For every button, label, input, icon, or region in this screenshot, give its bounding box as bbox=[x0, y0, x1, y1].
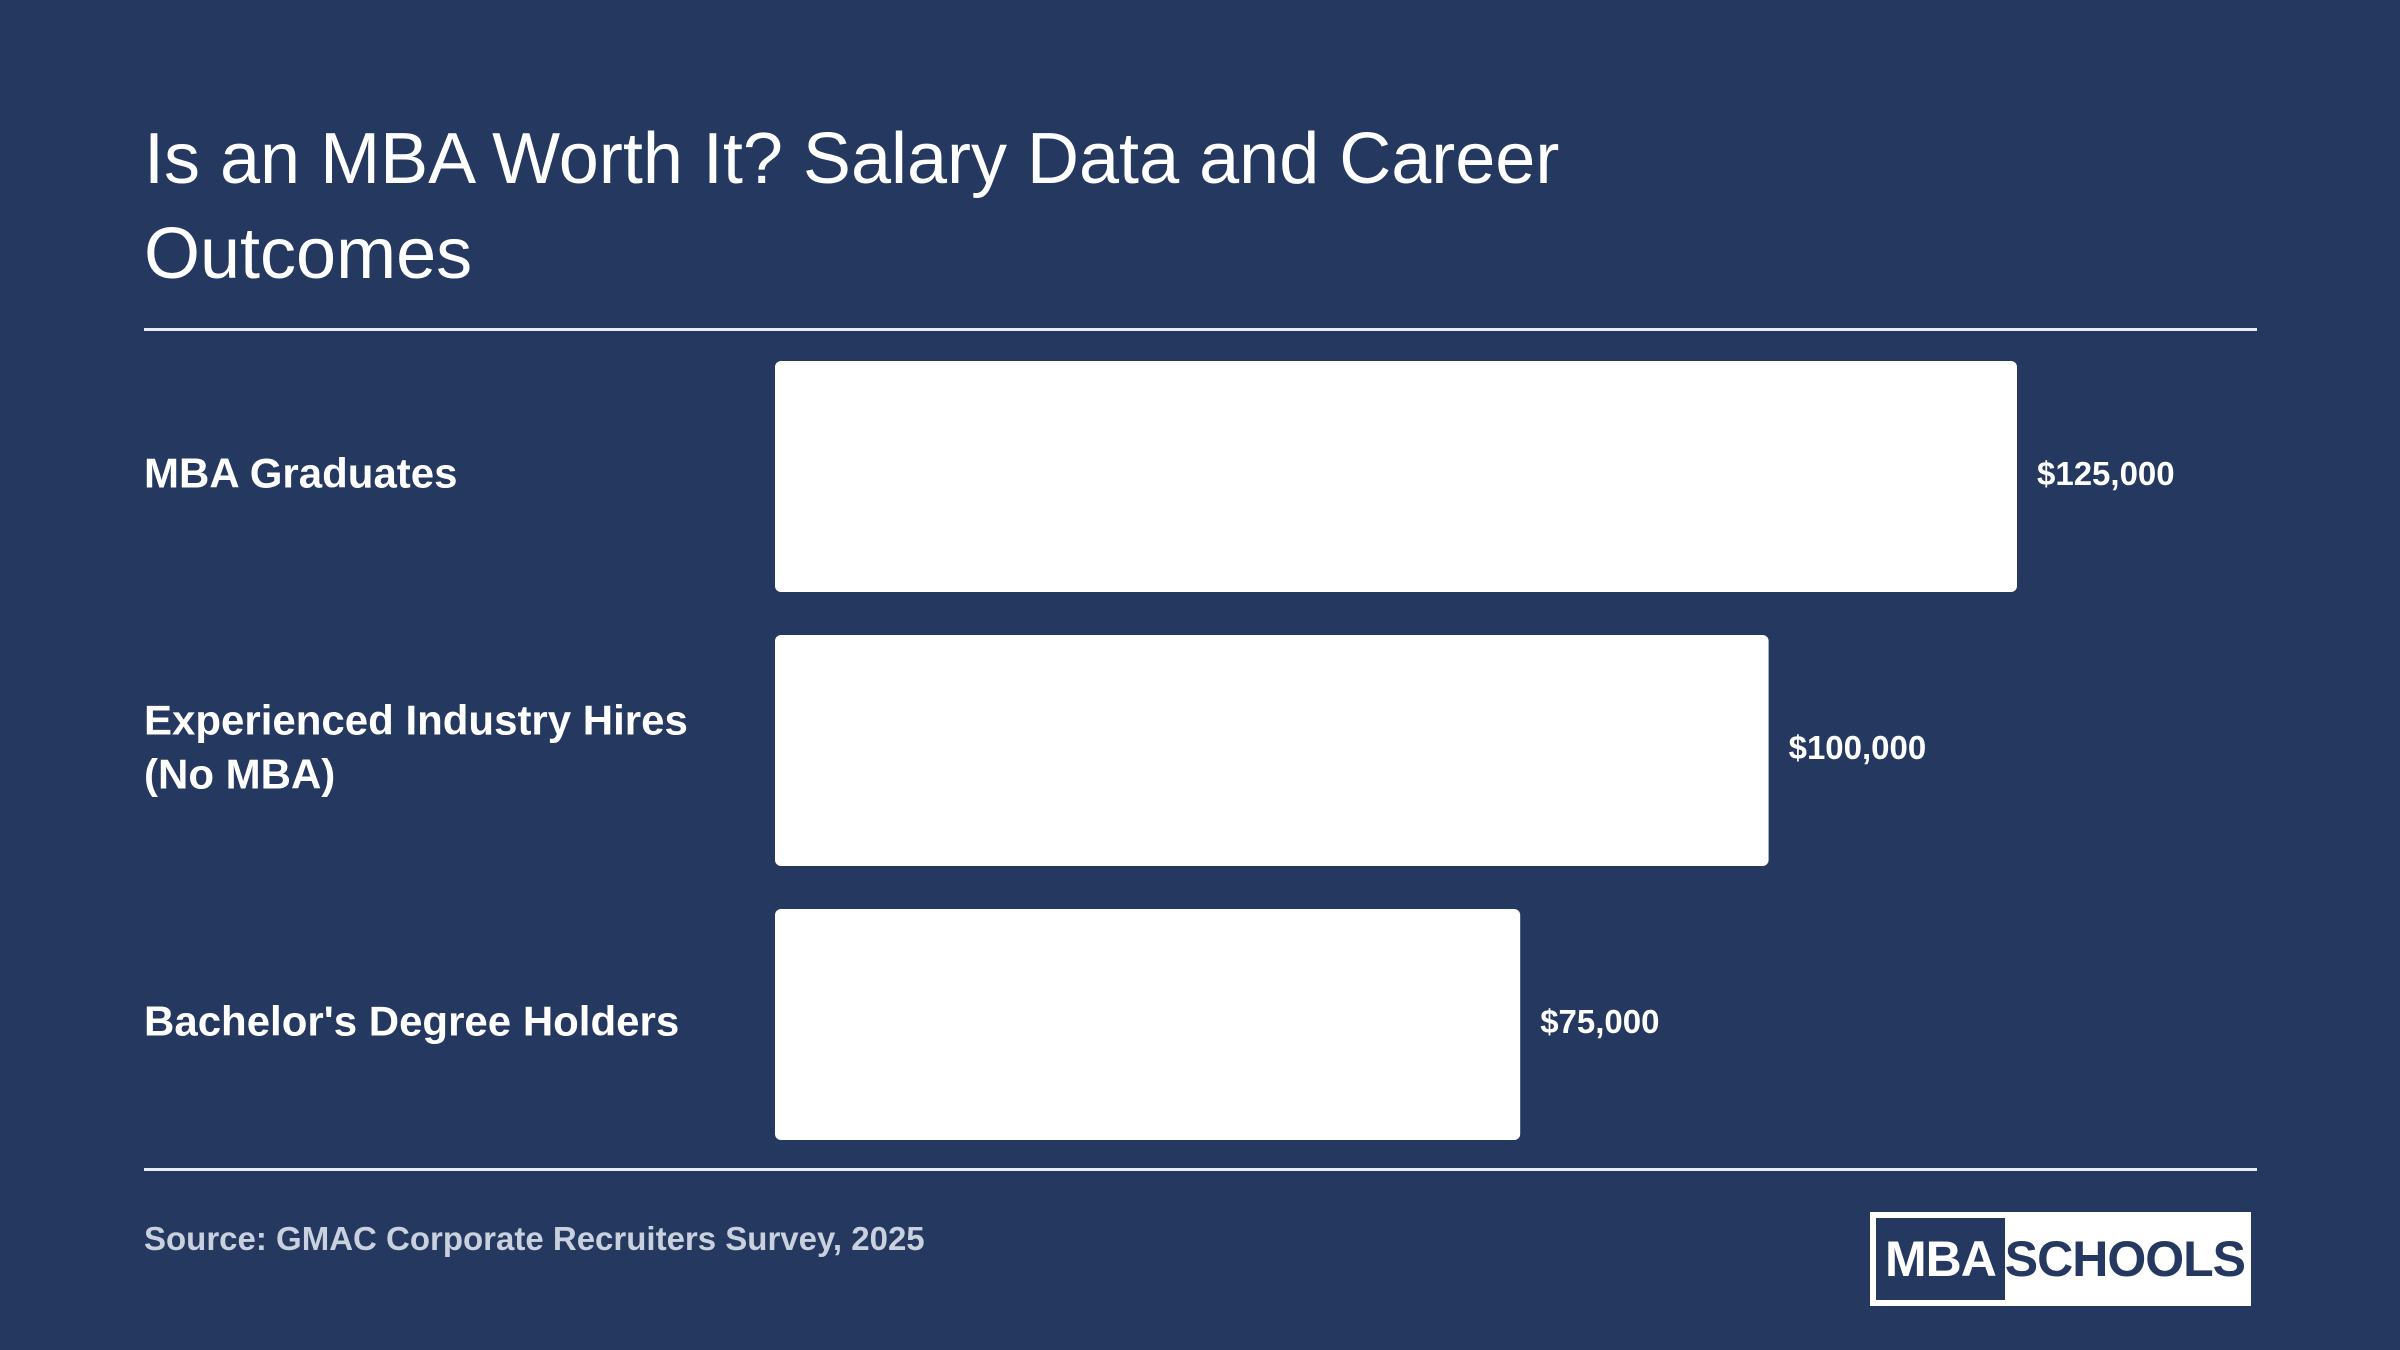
mba-schools-logo: MBA SCHOOLS bbox=[1870, 1212, 2251, 1306]
chart-title: Is an MBA Worth It? Salary Data and Care… bbox=[144, 119, 1560, 294]
bar-bachelor-s-degree-holders bbox=[775, 909, 1521, 1140]
category-label-bachelor-s-degree-holders: Bachelor's Degree Holders bbox=[144, 998, 679, 1045]
category-label-line: MBA Graduates bbox=[144, 450, 458, 497]
category-label-line: Bachelor's Degree Holders bbox=[144, 998, 679, 1045]
value-label-mba-graduates: $125,000 bbox=[2037, 455, 2175, 492]
bar-experienced-industry-hires bbox=[775, 635, 1769, 866]
category-label-experienced-industry-hires: Experienced Industry Hires (No MBA) bbox=[144, 697, 688, 798]
bar-mba-graduates bbox=[775, 361, 2017, 592]
top-divider bbox=[144, 328, 2257, 331]
bottom-divider bbox=[144, 1168, 2257, 1171]
source-note: Source: GMAC Corporate Recruiters Survey… bbox=[144, 1220, 925, 1257]
category-label-mba-graduates: MBA Graduates bbox=[144, 450, 458, 497]
value-label-bachelor-s-degree-holders: $75,000 bbox=[1540, 1003, 1659, 1040]
logo-mba-text: MBA bbox=[1876, 1218, 2005, 1300]
category-label-line: (No MBA) bbox=[144, 751, 335, 798]
value-label-experienced-industry-hires: $100,000 bbox=[1789, 729, 1927, 766]
category-label-line: Experienced Industry Hires bbox=[144, 697, 688, 744]
logo-schools-text: SCHOOLS bbox=[2004, 1231, 2246, 1287]
